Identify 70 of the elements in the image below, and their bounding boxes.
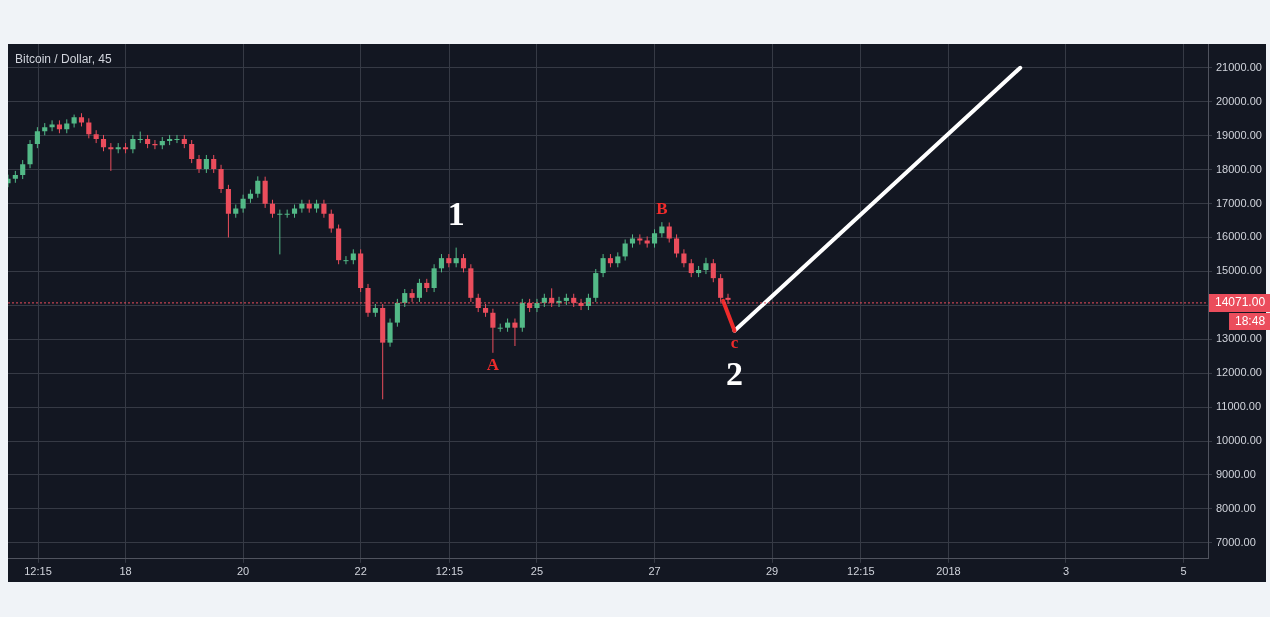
candlestick — [438, 253, 445, 273]
candlestick — [651, 228, 658, 249]
candlestick — [622, 238, 628, 262]
candlestick — [86, 117, 92, 139]
candlestick — [262, 176, 268, 209]
candlestick — [277, 209, 283, 255]
candlestick — [534, 298, 540, 313]
ref-line-label: 14071.00 — [1215, 295, 1266, 310]
candlestick — [218, 164, 224, 194]
candlestick — [130, 134, 136, 154]
text: Bitcoin / Dollar, 45 — [15, 52, 113, 67]
x-tick-label: 25 — [530, 565, 544, 578]
candlestick — [460, 253, 467, 273]
candlestick — [299, 199, 305, 214]
annotation: 1 — [447, 195, 465, 233]
x-tick-label: 27 — [648, 565, 661, 578]
candlestick — [600, 253, 606, 278]
text: 18:48 — [1235, 314, 1266, 329]
candlestick — [703, 257, 709, 275]
x-tick-label: 12:15 — [24, 565, 52, 578]
y-tick-label: 7000.00 — [1216, 535, 1256, 548]
candlestick — [174, 134, 180, 144]
candlestick — [431, 263, 437, 293]
annotation: B — [656, 199, 668, 219]
x-tick-label: 5 — [1180, 565, 1187, 578]
candlestick — [34, 126, 40, 149]
candlestick — [152, 139, 158, 150]
candlestick — [416, 278, 422, 303]
x-tick-label: 12:15 — [435, 565, 464, 578]
candlestick — [387, 318, 393, 348]
candlestick — [666, 222, 672, 244]
y-tick-label: 18000.00 — [1216, 162, 1262, 175]
y-tick-label: 15000.00 — [1216, 264, 1262, 277]
x-tick-label: 18 — [119, 565, 132, 578]
candlestick — [453, 247, 459, 268]
annotation: 2 — [726, 354, 744, 392]
candlestick — [108, 142, 114, 172]
x-tick-label: 2018 — [936, 565, 961, 578]
candlestick — [49, 119, 55, 132]
annotation: A — [486, 354, 500, 374]
candlestick — [710, 258, 716, 283]
y-tick-label: 11000.00 — [1216, 400, 1262, 413]
candlestick — [189, 139, 195, 164]
y-tick-label: 8000.00 — [1216, 501, 1256, 514]
x-tick-label: 22 — [354, 565, 367, 578]
candlestick — [394, 298, 400, 328]
candlestick — [637, 233, 643, 246]
y-tick-label: 21000.00 — [1216, 60, 1262, 73]
y-tick-label: 12000.00 — [1216, 366, 1262, 379]
y-tick-label: 16000.00 — [1216, 230, 1262, 243]
candlestick — [512, 318, 518, 347]
y-tick-label: 17000.00 — [1216, 196, 1262, 209]
candlestick — [20, 159, 26, 180]
x-tick-label: 3 — [1062, 565, 1070, 578]
y-tick-label: 19000.00 — [1216, 128, 1262, 141]
annotation: c — [730, 332, 739, 352]
candlestick — [255, 175, 261, 199]
x-tick-label: 29 — [765, 565, 779, 578]
candlestick — [674, 233, 680, 258]
candlestick — [27, 139, 33, 169]
y-tick-label: 20000.00 — [1216, 94, 1262, 107]
candlestick — [328, 209, 334, 234]
y-tick-label: 13000.00 — [1216, 332, 1262, 345]
candlestick — [71, 114, 77, 128]
y-tick-label: 10000.00 — [1216, 434, 1262, 447]
candlestick — [490, 308, 496, 354]
x-tick-label: 20 — [236, 565, 250, 578]
y-tick-label: 9000.00 — [1216, 468, 1256, 481]
x-tick-label: 12:15 — [847, 565, 875, 578]
candlestick — [343, 255, 349, 265]
